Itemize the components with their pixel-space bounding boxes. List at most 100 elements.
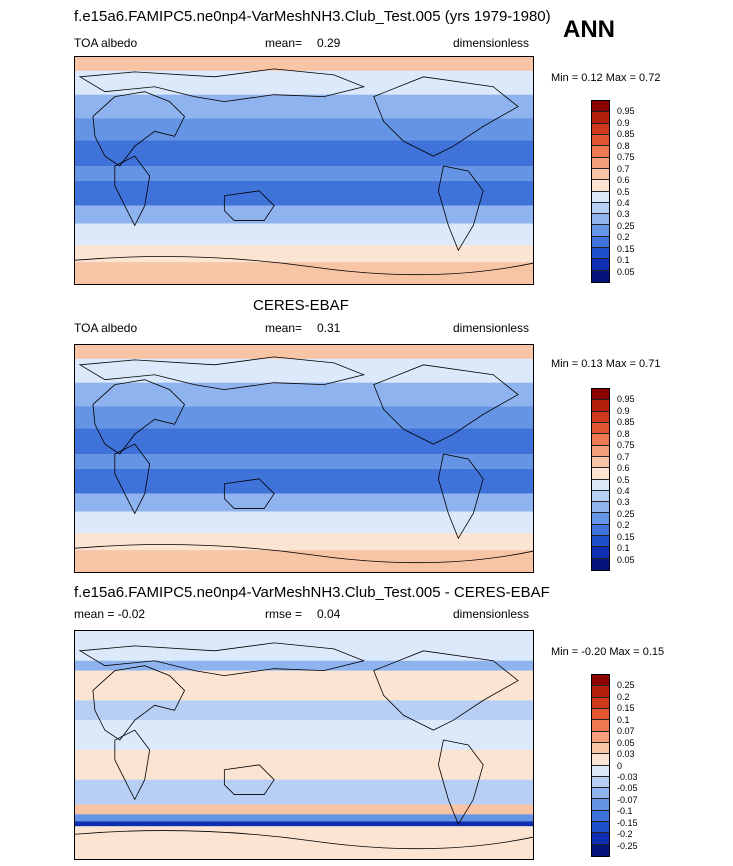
colorbar-swatch [592,236,609,249]
coastline [438,453,484,540]
colorbar-tick-label: 0.25 [617,508,635,519]
colorbar-tick-label: -0.2 [617,829,633,840]
antarctica-coastline [75,544,533,564]
coastline [78,356,366,391]
colorbar-tick-label: 0.15 [617,703,635,714]
antarctica-coastline [75,830,533,850]
coastline [78,642,366,677]
colorbar-swatch [592,708,609,721]
coastline [114,155,151,227]
colorbar-diff [591,674,610,857]
map-panel-diff [74,630,534,860]
map-band [75,749,533,780]
colorbar-tick-label: 0.6 [617,175,630,186]
colorbar-tick-label: 0.05 [617,737,635,748]
colorbar-tick-label: -0.03 [617,771,638,782]
colorbar-swatch [592,536,609,548]
map-band [75,406,533,429]
colorbar-swatch [592,180,609,192]
coastline [438,165,484,252]
colorbar-swatch [592,389,609,401]
map-band [75,511,533,534]
colorbar-swatch [592,123,609,135]
map-band [75,245,533,263]
colorbar-swatch [592,754,609,766]
colorbar-swatch [592,731,609,743]
map-band [75,454,533,469]
colorbar-swatch [592,686,609,698]
panel2-minmax: Min = 0.13 Max = 0.71 [551,358,661,370]
colorbar-tick-label: 0.1 [617,255,630,266]
colorbar-obs [591,388,610,571]
map-band [75,166,533,181]
colorbar-tick-label: 0.95 [617,394,635,405]
coastline [114,443,151,515]
panel2-mean-label: mean= [265,321,303,335]
colorbar-tick-label: 0.85 [617,417,635,428]
colorbar-swatch [592,844,609,856]
map-band [75,533,533,551]
antarctica-coastline [75,256,533,276]
colorbar-swatch [592,524,609,537]
panel2-title: CERES-EBAF [253,297,349,314]
colorbar-swatch [592,765,609,777]
colorbar-swatch [592,799,609,811]
colorbar-tick-label: 0.1 [617,543,630,554]
map-band [75,660,533,671]
panel3-minmax: Min = -0.20 Max = 0.15 [551,646,665,658]
map-band [75,826,533,859]
colorbar-tick-label: 0.25 [617,220,635,231]
panel2-mean-value: 0.31 [317,321,341,335]
colorbar-tick-label: -0.07 [617,794,638,805]
panel3-units: dimensionless [453,607,530,621]
map-band [75,180,533,206]
colorbar-swatch [592,833,609,845]
colorbar-tick-label: 0.1 [617,714,630,725]
coastline [373,650,519,731]
map-band [75,468,533,494]
panel3-rmse-value: 0.04 [317,607,341,621]
colorbar-swatch [592,445,609,457]
map-model [75,57,533,284]
colorbar-swatch [592,101,609,113]
coastline [223,764,275,795]
colorbar-swatch [592,490,609,503]
panel2-variable: TOA albedo [74,321,138,335]
map-obs [75,345,533,572]
panel3-mean: mean = -0.02 [74,607,146,621]
map-panel-model [74,56,534,285]
panel2-units: dimensionless [453,321,530,335]
coastline [78,68,366,103]
colorbar-tick-label: 0.25 [617,680,635,691]
colorbar-swatch [592,502,609,514]
season-label: ANN [563,16,615,43]
coastline [373,364,519,445]
colorbar-tick-label: 0.8 [617,428,630,439]
colorbar-swatch [592,788,609,800]
colorbar-tick-label: 0.6 [617,463,630,474]
map-band [75,550,533,572]
colorbar-swatch [592,400,609,412]
map-band [75,358,533,383]
colorbar-swatch [592,697,609,709]
colorbar-swatch [592,468,609,480]
panel1-mean-value: 0.29 [317,36,341,50]
colorbar-tick-label: 0.15 [617,243,635,254]
map-band [75,804,533,815]
coastline [373,76,519,157]
colorbar-swatch [592,513,609,525]
map-band [75,223,533,246]
map-band [75,345,533,359]
map-band [75,262,533,284]
map-band [75,428,533,455]
panel1-mean-label: mean= [265,36,303,50]
colorbar-tick-label: 0 [617,760,623,771]
plot-title: f.e15a6.FAMIPC5.ne0np4-VarMeshNH3.Club_T… [74,8,551,25]
colorbar-tick-label: 0.2 [617,232,630,243]
colorbar-swatch [592,168,609,181]
panel3-title: f.e15a6.FAMIPC5.ne0np4-VarMeshNH3.Club_T… [74,584,550,601]
colorbar-tick-label: 0.7 [617,163,630,174]
colorbar-tick-label: 0.95 [617,106,635,117]
coastline [92,91,186,167]
colorbar-swatch [592,157,609,169]
